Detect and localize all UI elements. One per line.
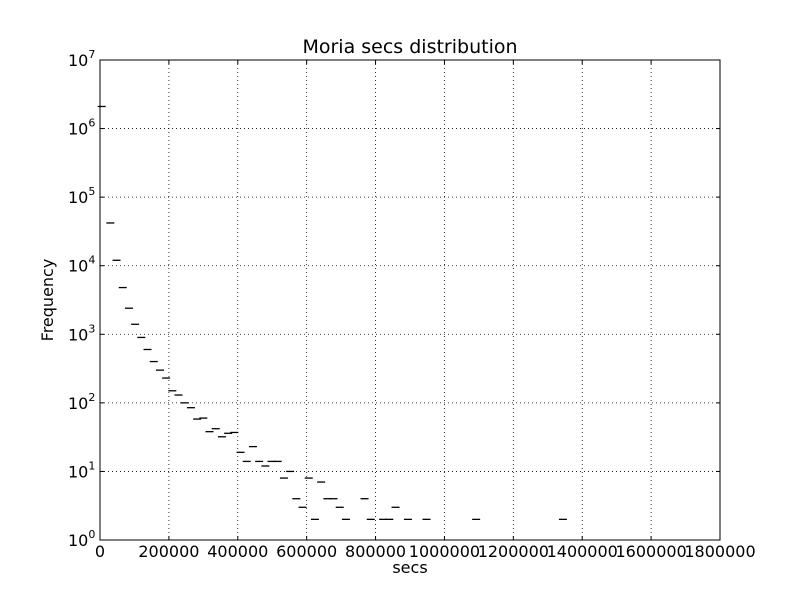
y-tick-label: 101	[68, 459, 95, 481]
x-tick-labels: 0 200000 400000 600000 800000 100000012000001…	[95, 542, 756, 561]
x-tick-label: 1400000	[547, 542, 618, 561]
y-axis-label: Frequency	[38, 259, 57, 342]
y-tick-label: 100	[68, 528, 95, 550]
x-tick-label: 0	[95, 542, 105, 561]
data-points	[97, 105, 567, 521]
axis-ticks	[99, 59, 721, 541]
y-tick-label: 106	[68, 117, 95, 139]
grid-lines	[100, 60, 720, 540]
chart-title: Moria secs distribution	[302, 36, 517, 58]
x-tick-label: 1000000	[409, 542, 480, 561]
plot-frame	[99, 59, 721, 541]
x-tick-label: 600000	[276, 542, 337, 561]
y-tick-label: 105	[68, 185, 95, 207]
x-tick-label: 1600000	[615, 542, 686, 561]
x-tick-label: 400000	[207, 542, 268, 561]
x-axis-label: secs	[392, 558, 427, 577]
x-tick-label: 1800000	[684, 542, 755, 561]
y-tick-label: 102	[68, 391, 95, 413]
y-tick-labels: 100 101 102 103 104 105 106 107	[68, 48, 95, 550]
y-tick-label: 103	[68, 322, 95, 344]
y-tick-label: 104	[68, 254, 95, 276]
y-tick-label: 107	[68, 48, 95, 70]
x-tick-label: 200000	[138, 542, 199, 561]
x-tick-label: 1200000	[478, 542, 549, 561]
x-tick-label: 800000	[345, 542, 406, 561]
